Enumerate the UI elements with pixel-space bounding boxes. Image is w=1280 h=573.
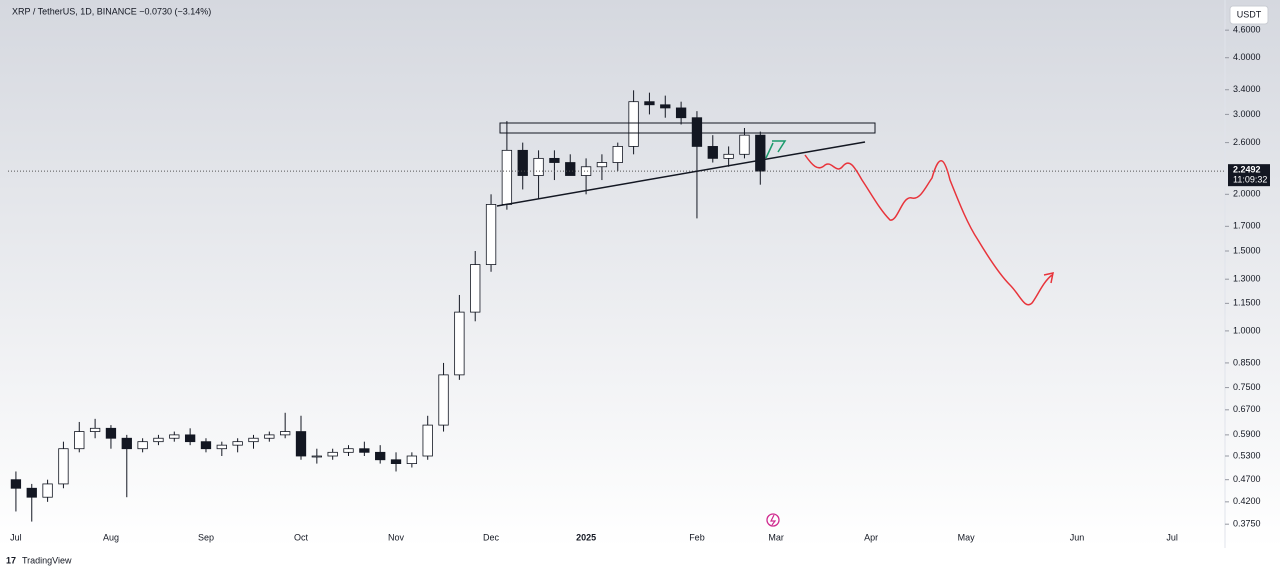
y-tick-label: 3.4000 — [1233, 84, 1261, 94]
x-tick-label: Nov — [388, 532, 405, 542]
price-tag-label: 2.2492 — [1233, 165, 1261, 175]
candle-body — [675, 107, 687, 119]
candle-body — [501, 149, 513, 205]
currency: USDT — [1237, 9, 1262, 19]
candle-body — [422, 424, 433, 457]
x-tick-label: Oct — [294, 532, 309, 542]
candle-body — [121, 437, 132, 450]
x-tick-label: Sep — [198, 532, 214, 542]
candle-body — [406, 455, 418, 464]
candle-body — [470, 264, 481, 313]
resistance-box — [499, 122, 876, 134]
y-tick-label: 0.7500 — [1233, 382, 1261, 392]
candle-body — [517, 149, 528, 176]
candle-body — [375, 451, 386, 461]
candle-body — [280, 431, 291, 436]
y-tick-label: 2.0000 — [1233, 189, 1261, 199]
candle-body — [42, 483, 53, 498]
candle-body — [311, 455, 322, 458]
candle-body — [105, 427, 117, 439]
candle-body — [89, 427, 101, 432]
candle-body — [153, 437, 164, 443]
y-tick-label: 1.1500 — [1233, 298, 1261, 308]
x-tick-label: Jun — [1070, 532, 1085, 542]
candle-body — [264, 434, 275, 439]
candle-body — [359, 448, 370, 453]
candle-body — [596, 162, 608, 168]
x-tick-label: 2025 — [576, 532, 596, 542]
forecast-path — [804, 154, 1054, 306]
candle-body — [739, 134, 750, 155]
x-tick-label: Aug — [103, 532, 119, 542]
icon — [766, 513, 780, 527]
y-tick-label: 0.8500 — [1233, 357, 1261, 367]
y-tick-label: 0.5900 — [1233, 429, 1261, 439]
candle-body — [248, 437, 259, 443]
candle-body — [549, 157, 560, 163]
candle-body — [660, 104, 671, 109]
candle-body — [58, 448, 69, 485]
candle-body — [644, 101, 655, 106]
candle-body — [137, 441, 148, 450]
x-tick-label: Apr — [864, 532, 878, 542]
x-tick-label: Feb — [689, 532, 705, 542]
candle-body — [26, 487, 37, 498]
candle-body — [10, 479, 22, 489]
candle-body — [232, 441, 243, 446]
candle-body — [723, 153, 734, 159]
candle-body — [74, 431, 85, 450]
candle-body — [565, 162, 576, 176]
x-tick-label: Jul — [10, 532, 22, 542]
candle-body — [485, 204, 497, 265]
x-tick-label: Jul — [1166, 532, 1178, 542]
x-tick-label: Mar — [768, 532, 784, 542]
candle-body — [533, 157, 544, 176]
brand: TradingView — [22, 555, 72, 565]
y-tick-label: 0.5300 — [1233, 450, 1261, 460]
candle-body — [343, 448, 354, 453]
candle-body — [184, 434, 196, 443]
plot: 4.6000 4.0000 3.4000 3.0000 2.6000 2.0000 1.70… — [8, 0, 1270, 548]
chart-title: XRP / TetherUS, 1D, BINANCE −0.0730 (−3.… — [12, 6, 211, 16]
candle-body — [580, 166, 592, 176]
background — [0, 0, 1280, 548]
candle-body — [628, 101, 639, 147]
y-tick-label: 3.0000 — [1233, 109, 1261, 119]
countdown: 11:09:32 — [1233, 175, 1267, 185]
y-tick-label: 1.3000 — [1233, 274, 1261, 284]
y-tick-label: 0.4200 — [1233, 496, 1261, 506]
y-tick-label: 0.3750 — [1233, 519, 1261, 529]
candle-body — [390, 459, 402, 464]
candle-body — [707, 146, 718, 159]
y-tick-label: 1.5000 — [1233, 245, 1261, 255]
price-tag — [1228, 164, 1270, 187]
candle-body — [295, 431, 307, 457]
trend-line — [496, 141, 866, 207]
brand-logo: 17 — [6, 555, 16, 565]
y-tick-label: 4.6000 — [1233, 25, 1261, 35]
candle-body — [691, 117, 703, 147]
candle-body — [438, 374, 449, 426]
footer — [0, 548, 1280, 573]
y-tick-label: 4.0000 — [1233, 52, 1261, 62]
y-tick-label: 0.6700 — [1233, 404, 1261, 414]
candle-body — [200, 441, 212, 450]
candle-body — [612, 146, 623, 163]
candle-body — [454, 311, 465, 376]
y-tick-label: 1.7000 — [1233, 221, 1261, 231]
green-arrow — [765, 140, 787, 159]
y-tick-label: 2.6000 — [1233, 137, 1261, 147]
x-tick-label: May — [958, 532, 976, 542]
x-tick-label: Dec — [483, 532, 500, 542]
candle-body — [169, 434, 180, 439]
candle-body — [216, 444, 227, 450]
y-tick-label: 1.0000 — [1233, 325, 1261, 335]
candle-body — [755, 134, 766, 172]
y-tick-label: 0.4700 — [1233, 474, 1261, 484]
candle-body — [327, 451, 338, 457]
currency-box — [1229, 5, 1269, 25]
